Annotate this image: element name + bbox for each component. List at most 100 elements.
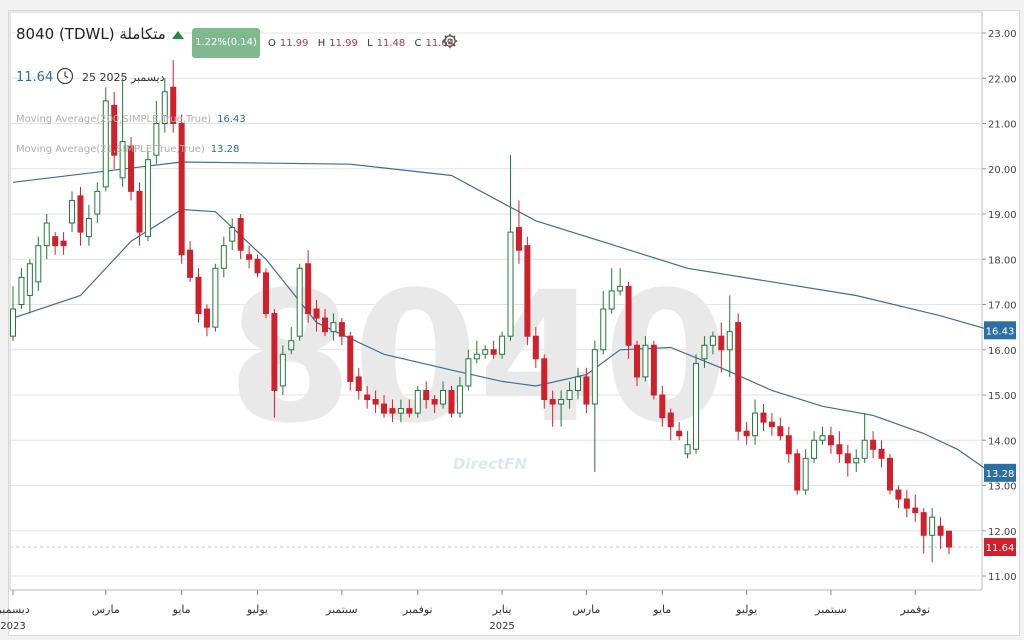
candle (372, 390, 379, 414)
candle (195, 268, 202, 323)
candle (870, 431, 877, 459)
candle-body (827, 435, 834, 446)
x-tick-label: يناير (492, 603, 512, 616)
candle-body (709, 335, 716, 346)
candle (313, 299, 320, 332)
candle (414, 385, 421, 418)
candle (279, 345, 286, 395)
candle-body (220, 245, 227, 269)
candle-body (878, 448, 885, 459)
change-badge: 1.22%(0.14) (192, 28, 260, 58)
price-tag-bg (984, 538, 1016, 557)
candle (768, 413, 775, 436)
candle (355, 367, 362, 400)
candle-body (650, 344, 657, 396)
y-tick-label: 15.00 (988, 391, 1017, 402)
x-tick-label: مايو (172, 603, 191, 616)
candle-body (355, 376, 362, 391)
ohlc-readout: O 11.99 H 11.99 L 11.48 C 11.64 (268, 38, 460, 49)
candle (69, 191, 76, 233)
low-value: 11.48 (376, 38, 406, 49)
candle (946, 530, 952, 555)
candle (128, 137, 135, 201)
candle (794, 449, 801, 495)
candle (262, 268, 269, 319)
ma200-tag: 16.43 (986, 326, 1015, 337)
candle (254, 254, 261, 278)
candle (566, 381, 573, 409)
candle (676, 422, 683, 441)
candle (760, 404, 767, 432)
x-tick-label: سبتمبر (814, 603, 847, 616)
x-tick-label: مارس (92, 603, 120, 616)
candle (844, 444, 851, 477)
candle-body (313, 308, 320, 319)
candle-body (811, 439, 818, 459)
x-tick-year: 2023 (0, 621, 25, 632)
candle (726, 295, 733, 377)
x-tick-label: يوليو (246, 603, 268, 616)
candle (136, 182, 143, 246)
candle (85, 204, 92, 246)
candle-body (111, 104, 118, 156)
candle (777, 417, 784, 441)
candle (836, 431, 843, 463)
candle (288, 327, 295, 355)
candle (634, 340, 640, 386)
candle-body (397, 408, 404, 414)
candle (811, 431, 818, 463)
ma21-tag-bg (984, 463, 1016, 482)
candle-body (693, 362, 700, 450)
candle (524, 236, 531, 346)
candle (650, 340, 657, 400)
candle-body (246, 254, 253, 260)
candle-body (608, 290, 615, 310)
candle (52, 232, 59, 255)
candle-body (364, 394, 371, 401)
y-tick-label: 22.00 (988, 74, 1017, 85)
candle-body (760, 412, 767, 423)
candle-body (743, 430, 750, 437)
candle (456, 376, 463, 418)
candle-body (119, 141, 126, 179)
x-tick-label: ديسمبر (0, 603, 30, 616)
candle-body (170, 86, 177, 125)
candle-body (574, 376, 581, 391)
high-label: H (317, 38, 326, 49)
candle (912, 494, 919, 522)
candle-body (701, 344, 708, 360)
candle-body (532, 335, 539, 360)
candle (423, 381, 430, 409)
candle (735, 313, 742, 441)
candle (440, 381, 447, 409)
ma200-legend[interactable]: Moving Average(200,SIMPLE,True,True) 16.4… (16, 114, 246, 125)
candle (10, 286, 16, 341)
candle (381, 395, 388, 418)
candle (608, 268, 615, 314)
candle (693, 354, 700, 454)
candle (853, 449, 860, 472)
candle (625, 281, 632, 359)
candle (827, 426, 834, 454)
candle-body (406, 408, 413, 414)
x-tick-year: 2025 (489, 621, 514, 632)
candle-body (144, 159, 151, 238)
candle (246, 245, 253, 269)
candle-body (262, 272, 269, 315)
candle-body (836, 444, 843, 455)
candle (600, 290, 607, 355)
gear-icon[interactable] (442, 33, 458, 49)
candle (895, 485, 902, 509)
candle-body (296, 267, 303, 337)
candle (667, 408, 674, 441)
candle (532, 327, 539, 368)
candle-body (625, 285, 632, 346)
ma200-value: 16.43 (217, 114, 246, 125)
candle (802, 449, 809, 495)
ma21-legend[interactable]: Moving Average(21,SIMPLE,True,True) 13.28 (16, 144, 239, 155)
candle (659, 385, 666, 427)
candle-body (77, 195, 84, 233)
candle-body (676, 430, 683, 437)
y-tick-label: 16.00 (988, 346, 1017, 357)
